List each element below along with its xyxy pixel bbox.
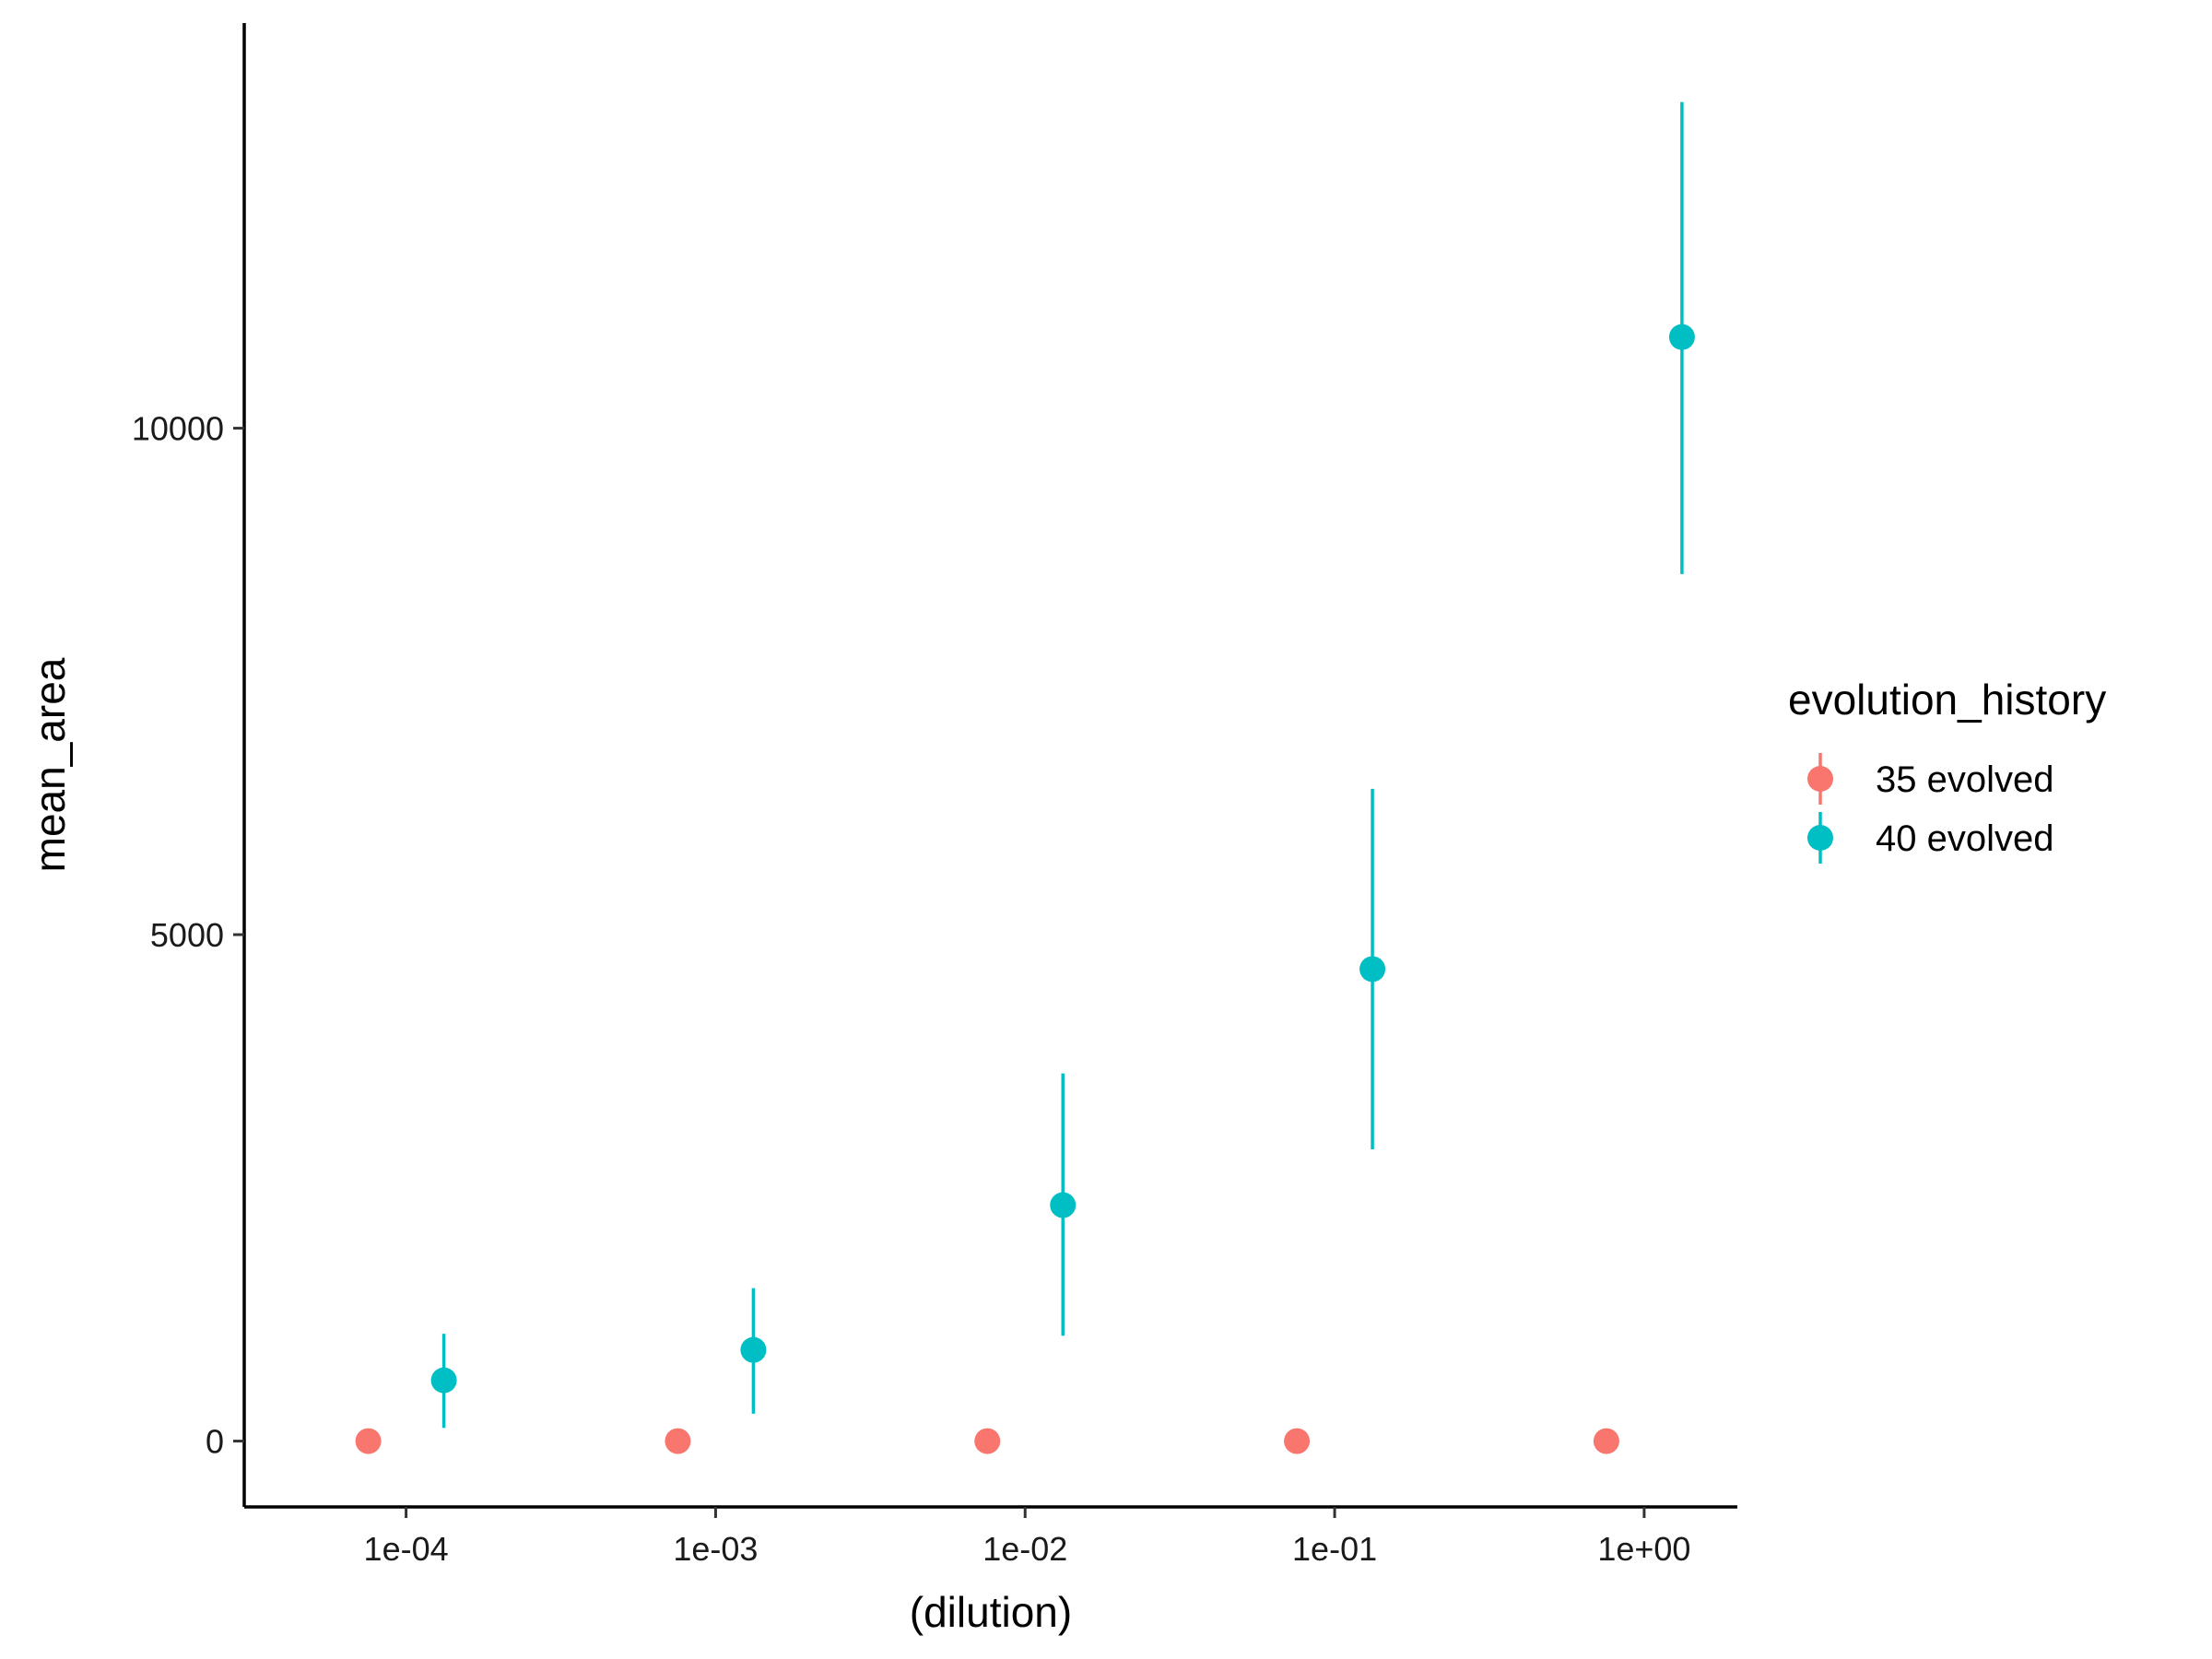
data-point (974, 1428, 1001, 1454)
legend-key-point (1807, 766, 1833, 792)
data-point (355, 1428, 382, 1454)
data-point (1668, 324, 1695, 350)
data-point (1593, 1428, 1619, 1454)
series-1 (430, 101, 1695, 1429)
legend-title: evolution_history (1788, 676, 2106, 724)
data-point (1050, 1192, 1077, 1218)
series-0 (355, 1428, 1619, 1454)
x-tick-label: 1e-01 (1292, 1530, 1377, 1568)
plot-marks (355, 101, 1695, 1454)
legend-label: 35 evolved (1876, 759, 2053, 800)
y-axis-title: mean_area (26, 657, 74, 872)
legend-item: 40 evolved (1807, 812, 2053, 864)
axes: 1e-04 1e-03 1e-02 1e-01 1e+00 0 5000 10000 (132, 23, 1737, 1568)
data-point (665, 1428, 691, 1454)
x-tick-label: 1e+00 (1597, 1530, 1690, 1568)
x-tick-label: 1e-04 (364, 1530, 449, 1568)
data-point (740, 1336, 767, 1363)
data-point (430, 1367, 457, 1394)
data-point (1359, 956, 1386, 982)
y-tick-label: 0 (206, 1423, 224, 1461)
data-point (1284, 1428, 1311, 1454)
x-tick-label: 1e-02 (982, 1530, 1067, 1568)
legend-key-point (1807, 825, 1833, 851)
legend-label: 40 evolved (1876, 818, 2053, 859)
legend-item: 35 evolved (1807, 753, 2053, 805)
y-tick-label: 10000 (132, 410, 224, 448)
x-axis-title: (dilution) (910, 1588, 1072, 1636)
legend: evolution_history 35 evolved 40 evolved (1788, 676, 2106, 864)
x-tick-label: 1e-03 (673, 1530, 758, 1568)
legend-items: 35 evolved 40 evolved (1807, 753, 2053, 864)
y-tick-label: 5000 (150, 916, 224, 954)
